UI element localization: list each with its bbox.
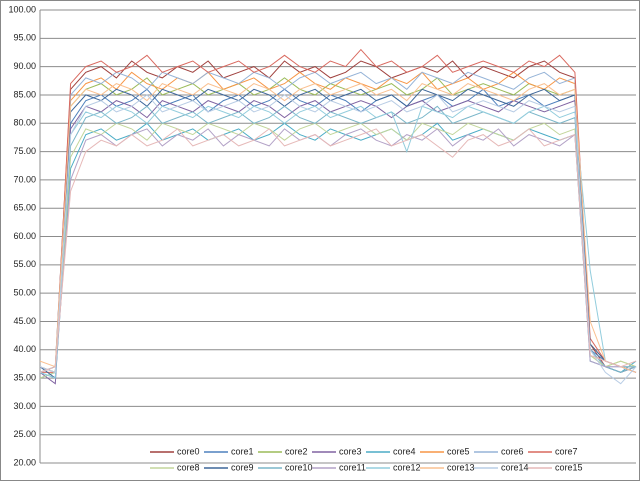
y-tick-label: 95.00	[13, 33, 36, 43]
series-line	[39, 122, 637, 379]
y-tick-label: 70.00	[13, 174, 36, 184]
y-tick-label: 65.00	[13, 203, 36, 213]
legend-label: core13	[447, 462, 475, 472]
series-line	[40, 48, 637, 373]
y-tick-label: 75.00	[13, 146, 36, 156]
legend-label: core15	[555, 462, 583, 472]
series-line	[39, 128, 637, 373]
legend-label: core2	[285, 446, 308, 456]
legend-label: core1	[231, 446, 254, 456]
legend-label: core7	[555, 446, 578, 456]
series-line	[39, 71, 637, 373]
legend-label: core10	[285, 462, 313, 472]
legend-label: core4	[393, 446, 416, 456]
y-tick-label: 55.00	[13, 259, 36, 269]
y-tick-label: 30.00	[13, 401, 36, 411]
legend-label: core8	[177, 462, 200, 472]
y-tick-label: 45.00	[13, 316, 36, 326]
legend-label: core12	[393, 462, 421, 472]
y-tick-label: 40.00	[13, 344, 36, 354]
y-tick-label: 80.00	[13, 118, 36, 128]
series-line	[39, 105, 636, 379]
y-tick-label: 50.00	[13, 288, 36, 298]
y-tick-label: 35.00	[13, 372, 36, 382]
series-line	[39, 94, 637, 385]
series-line	[39, 83, 637, 373]
legend-label: core14	[501, 462, 529, 472]
y-tick-label: 25.00	[13, 429, 36, 439]
legend-label: core5	[447, 446, 470, 456]
y-tick-label: 85.00	[13, 89, 36, 99]
y-tick-label: 100.00	[8, 4, 36, 14]
legend-label: core9	[231, 462, 254, 472]
y-tick-label: 60.00	[13, 231, 36, 241]
legend-label: core0	[177, 446, 200, 456]
legend-label: core3	[339, 446, 362, 456]
y-tick-label: 20.00	[13, 457, 36, 467]
y-tick-label: 90.00	[13, 61, 36, 71]
legend-label: core6	[501, 446, 524, 456]
legend-label: core11	[339, 462, 366, 472]
